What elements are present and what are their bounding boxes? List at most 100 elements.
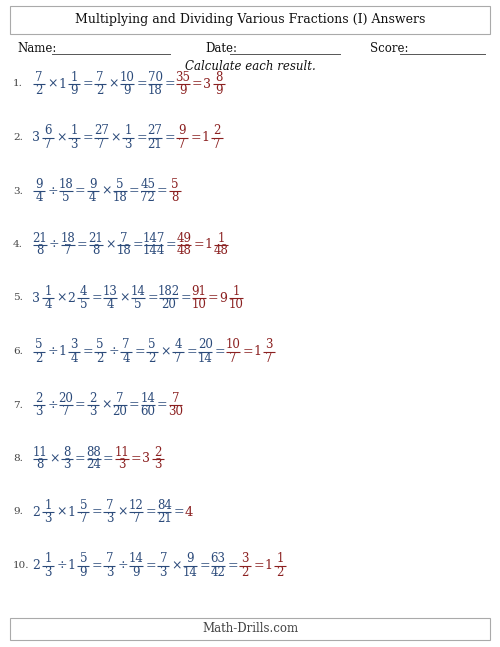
Text: ×: × [47,78,58,91]
Text: 3: 3 [142,452,150,465]
Text: 63: 63 [210,553,226,565]
Text: =: = [82,78,93,91]
Text: 14: 14 [131,285,146,298]
Text: =: = [164,131,175,144]
Text: 20: 20 [198,338,212,351]
Text: 27: 27 [148,124,162,138]
Text: ×: × [101,184,112,197]
Text: =: = [214,345,225,358]
Text: 1: 1 [276,553,284,565]
Text: 5: 5 [80,499,87,512]
Text: 3: 3 [154,459,162,472]
Text: 4: 4 [70,351,78,364]
Text: 1: 1 [253,345,261,358]
Text: 2: 2 [96,351,104,364]
Text: 3: 3 [44,512,52,525]
Text: 8: 8 [216,71,222,84]
Text: Date:: Date: [205,43,237,56]
Text: 7: 7 [120,232,128,245]
Text: 7: 7 [106,499,113,512]
Text: 70: 70 [148,71,162,84]
Text: 14: 14 [198,351,212,364]
Text: =: = [82,131,93,144]
Text: =: = [92,559,102,572]
Text: 1: 1 [204,238,212,251]
Text: 3: 3 [106,512,113,525]
Text: 20: 20 [112,405,127,418]
Text: ÷: ÷ [47,184,58,197]
Text: 5: 5 [116,178,124,191]
Text: =: = [174,505,184,518]
Text: 5: 5 [62,191,70,204]
Text: 21: 21 [32,232,48,245]
Text: 7: 7 [98,138,105,151]
Text: ×: × [118,505,128,518]
Text: 1: 1 [232,285,239,298]
Text: =: = [75,184,86,197]
Text: =: = [129,184,140,197]
Text: 1: 1 [124,124,132,138]
Text: 5: 5 [148,338,156,351]
Text: ÷: ÷ [47,345,58,358]
Text: =: = [134,345,145,358]
Text: ×: × [101,399,112,411]
Text: 7.: 7. [13,400,23,410]
Text: 4: 4 [174,338,182,351]
Text: 2: 2 [96,84,104,97]
Text: 8: 8 [36,459,44,472]
Text: =: = [190,131,201,144]
Text: 14: 14 [129,553,144,565]
Text: =: = [157,399,168,411]
Text: 20: 20 [58,392,74,405]
Text: 2: 2 [148,351,156,364]
Text: 4.: 4. [13,240,23,249]
Text: 3: 3 [124,138,132,151]
Text: 144: 144 [142,245,165,258]
Text: 9: 9 [124,84,131,97]
Text: =: = [146,505,156,518]
Text: 5.: 5. [13,294,23,303]
Text: 1: 1 [58,345,66,358]
Text: 4: 4 [89,191,96,204]
Text: 18: 18 [116,245,131,258]
Text: 1: 1 [70,124,78,138]
Text: =: = [103,452,114,465]
Text: 5: 5 [134,298,142,311]
Text: =: = [157,184,168,197]
Text: =: = [75,399,86,411]
Text: 9: 9 [70,84,78,97]
Text: 5: 5 [171,178,178,191]
Text: ×: × [49,452,59,465]
Text: 8: 8 [171,191,178,204]
Text: 10: 10 [192,298,206,311]
Text: 13: 13 [103,285,118,298]
Text: 3: 3 [70,338,78,351]
Text: 9: 9 [80,565,87,578]
Text: 45: 45 [140,178,155,191]
Text: 9: 9 [178,124,186,138]
Text: Math-Drills.com: Math-Drills.com [202,622,298,635]
Text: 2: 2 [32,505,40,518]
Text: =: = [166,238,176,251]
Text: Score:: Score: [370,43,408,56]
Text: 1: 1 [218,232,225,245]
Text: 7: 7 [96,71,104,84]
Text: =: = [75,452,86,465]
Text: 10: 10 [228,298,244,311]
Text: 18: 18 [60,232,75,245]
Text: 18: 18 [58,178,74,191]
Text: =: = [208,292,218,305]
Text: ×: × [56,505,67,518]
Text: 5: 5 [80,298,87,311]
Text: 88: 88 [86,446,101,459]
Text: 10.: 10. [13,561,30,570]
Text: 10: 10 [120,71,134,84]
Text: 2: 2 [32,559,40,572]
Text: ×: × [56,292,67,305]
Text: 48: 48 [214,245,228,258]
Text: 8: 8 [92,245,100,258]
Text: =: = [164,78,175,91]
Text: 3: 3 [242,553,249,565]
Text: 1: 1 [68,505,76,518]
Text: 8: 8 [63,446,70,459]
